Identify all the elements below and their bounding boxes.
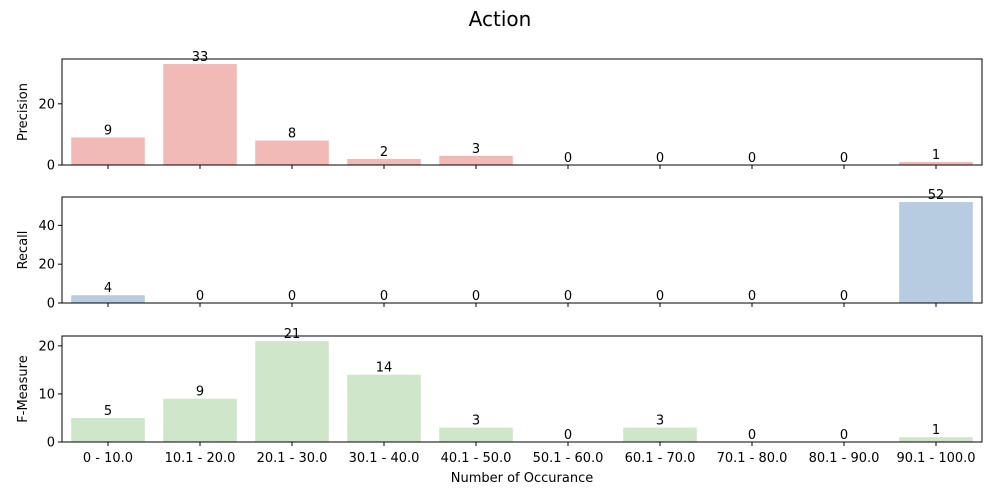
data-label: 0	[380, 289, 388, 304]
x-tick-label: 20.1 - 30.0	[257, 451, 328, 466]
data-label: 0	[472, 289, 480, 304]
bar-precision-4	[439, 155, 513, 165]
data-label: 52	[928, 188, 945, 203]
data-label: 0	[748, 289, 756, 304]
data-label: 21	[284, 327, 301, 342]
x-tick-label: 0 - 10.0	[83, 451, 133, 466]
bar-f-measure-3	[347, 374, 421, 442]
data-label: 0	[564, 151, 572, 166]
y-tick-label: 20	[38, 258, 55, 273]
x-tick-label: 70.1 - 80.0	[717, 451, 788, 466]
bar-f-measure-4	[439, 427, 513, 442]
bar-precision-9	[899, 161, 973, 165]
data-label: 8	[288, 127, 296, 142]
data-label: 0	[840, 151, 848, 166]
bar-f-measure-6	[623, 427, 697, 442]
bar-recall-9	[899, 202, 973, 303]
data-label: 14	[376, 361, 393, 376]
bar-precision-1	[163, 64, 237, 165]
x-tick-label: 10.1 - 20.0	[165, 451, 236, 466]
data-label: 5	[104, 404, 112, 419]
axes-frame	[61, 58, 983, 166]
y-tick-label: 40	[38, 219, 55, 234]
data-label: 1	[932, 423, 940, 438]
data-label: 0	[564, 289, 572, 304]
y-axis-label: F-Measure	[16, 355, 31, 422]
x-axis-label: Number of Occurance	[451, 471, 593, 486]
data-label: 0	[840, 428, 848, 443]
data-label: 3	[472, 142, 480, 157]
data-label: 4	[104, 281, 112, 296]
data-label: 9	[104, 123, 112, 138]
data-label: 0	[656, 289, 664, 304]
y-axis-label: Precision	[16, 83, 31, 141]
axes-frame	[61, 196, 983, 304]
data-label: 0	[840, 289, 848, 304]
bar-precision-2	[255, 140, 329, 165]
bar-precision-3	[347, 158, 421, 165]
chart-title: Action	[469, 7, 532, 31]
data-label: 1	[932, 148, 940, 163]
x-tick-label: 90.1 - 100.0	[896, 451, 975, 466]
data-label: 9	[196, 385, 204, 400]
y-tick-label: 0	[47, 436, 55, 451]
y-axis-label: Recall	[16, 231, 31, 270]
x-tick-label: 80.1 - 90.0	[809, 451, 880, 466]
data-label: 0	[564, 428, 572, 443]
bar-precision-0	[71, 137, 145, 165]
data-label: 0	[748, 428, 756, 443]
data-label: 2	[380, 145, 388, 160]
data-label: 33	[192, 50, 209, 65]
y-tick-label: 0	[47, 297, 55, 312]
bar-f-measure-9	[899, 437, 973, 442]
data-label: 0	[288, 289, 296, 304]
y-tick-label: 0	[47, 159, 55, 174]
y-tick-label: 20	[38, 97, 55, 112]
bar-f-measure-0	[71, 417, 145, 442]
bar-recall-0	[71, 295, 145, 303]
x-tick-label: 50.1 - 60.0	[533, 451, 604, 466]
data-label: 0	[656, 151, 664, 166]
bar-f-measure-1	[163, 398, 237, 442]
data-label: 0	[748, 151, 756, 166]
y-tick-label: 20	[38, 339, 55, 354]
bar-f-measure-2	[255, 341, 329, 442]
data-label: 0	[196, 289, 204, 304]
x-tick-label: 60.1 - 70.0	[625, 451, 696, 466]
data-label: 3	[472, 414, 480, 429]
axes-frame	[61, 335, 983, 443]
data-label: 3	[656, 414, 664, 429]
x-tick-label: 30.1 - 40.0	[349, 451, 420, 466]
y-tick-label: 10	[38, 387, 55, 402]
x-tick-label: 40.1 - 50.0	[441, 451, 512, 466]
